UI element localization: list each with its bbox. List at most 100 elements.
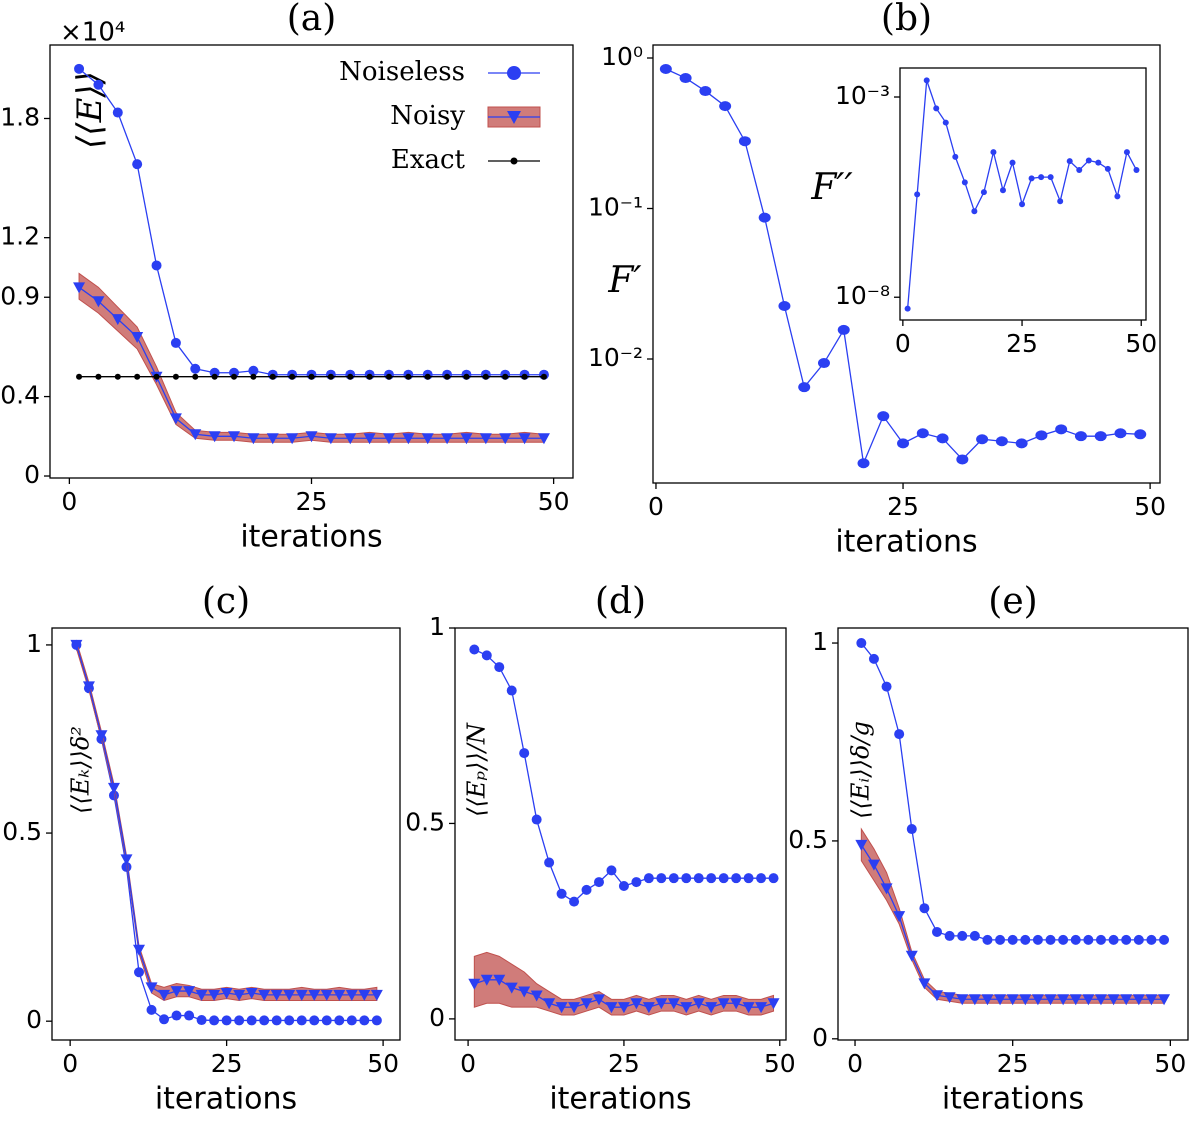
marker [305,431,318,443]
marker [693,873,704,884]
marker [208,989,221,1001]
marker [555,1002,568,1014]
marker [778,300,791,311]
marker [719,101,732,112]
marker [321,1015,332,1026]
marker [502,373,509,380]
y-axis-label: ⟨⟨Eₖ⟩⟩δ² [67,726,95,814]
marker [228,431,241,443]
marker [519,748,530,759]
marker [643,873,654,884]
marker [943,992,956,1004]
marker [363,433,376,445]
marker [692,998,705,1010]
marker [1114,193,1121,200]
marker [209,1015,220,1026]
marker [134,967,144,978]
marker [994,994,1007,1006]
marker [893,911,906,923]
marker [245,987,258,999]
marker [1123,149,1130,156]
marker [320,989,333,1001]
marker [919,903,930,914]
marker [936,433,949,444]
marker [494,662,505,673]
marker [742,1002,755,1014]
marker [1020,934,1031,945]
series-line [860,642,1165,941]
marker [246,1015,257,1026]
marker [270,989,283,1001]
marker [234,1015,245,1026]
marker [699,86,712,97]
marker [482,373,489,380]
axis-multiplier: ×10⁴ [60,18,125,48]
marker [1121,934,1132,945]
panel-title: (a) [287,0,337,39]
marker [1095,934,1106,945]
marker [1058,934,1069,945]
marker [1114,428,1127,439]
marker [968,994,981,1006]
marker [145,982,158,994]
marker [914,191,921,198]
marker [248,365,259,376]
marker [1007,934,1018,945]
y-tick-label: 0.5 [405,807,445,836]
marker [543,998,556,1010]
marker [518,433,531,445]
marker [1133,167,1140,174]
marker [1082,994,1095,1006]
panel-title: (b) [881,0,932,39]
marker [1133,934,1144,945]
y-tick-label: 0 [24,460,40,489]
marker [95,373,102,380]
marker [74,63,85,74]
marker [931,990,944,1002]
marker [606,865,617,876]
marker [942,119,949,126]
marker [1032,934,1043,945]
series-line [474,648,774,903]
marker [259,1015,270,1026]
marker [568,1002,581,1014]
marker [333,989,346,1001]
marker [881,681,892,692]
marker [1076,167,1083,174]
marker [768,873,779,884]
marker [932,926,943,937]
marker [1035,430,1048,441]
x-tick-label: 0 [460,1049,476,1078]
marker [730,998,743,1010]
x-axis-label: iterations [549,1082,691,1117]
marker [1019,201,1026,208]
marker [1057,994,1070,1006]
y-axis-label: F′′ [810,167,852,208]
legend-label: Noiseless [339,57,465,87]
marker [480,974,493,986]
panel: 0 25 50 0 0.5 1 (d) iterations ⟨⟨Eₚ⟩⟩/N [405,581,795,1117]
marker [121,861,132,872]
marker [506,685,517,696]
marker [530,990,543,1002]
marker [171,1010,182,1021]
y-tick-label: 0 [812,1023,828,1052]
marker [344,433,357,445]
marker [957,930,968,941]
marker [631,877,642,888]
marker [1107,994,1120,1006]
marker [767,998,780,1010]
marker [681,873,692,884]
marker [581,884,592,895]
marker [544,857,555,868]
marker [269,373,276,380]
marker [289,373,296,380]
noise-band [75,641,378,1002]
marker [1104,165,1111,172]
noise-band [78,272,545,443]
plot-frame [652,44,1161,484]
marker [190,363,201,374]
marker [659,64,672,75]
marker [359,1015,370,1026]
